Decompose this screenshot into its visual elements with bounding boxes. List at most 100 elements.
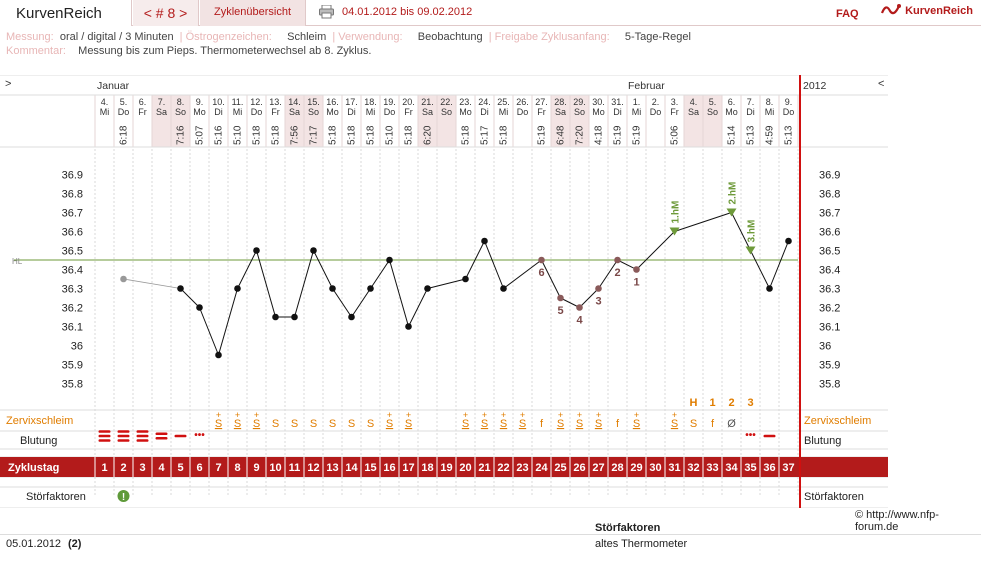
high-measurement-marker (726, 208, 737, 217)
cycleday-number: 3 (139, 462, 145, 474)
y-tick-right: 36 (819, 341, 831, 353)
weekday-label: Do (118, 107, 130, 117)
mucus-plus: + (558, 410, 563, 420)
measure-time: 5:06 (670, 125, 681, 145)
measure-time: 5:13 (746, 125, 757, 145)
measure-time: 6:20 (423, 125, 434, 145)
mucus-symbol: S (329, 418, 336, 430)
measure-time: 6:18 (119, 125, 130, 145)
measure-time: 5:18 (347, 125, 358, 145)
cycleday-number: 33 (706, 462, 718, 474)
temperature-line (199, 307, 219, 356)
mucus-symbol: S (690, 418, 697, 430)
copyright[interactable]: © http://www.nfp-forum.de (855, 509, 939, 533)
cycle-navigation[interactable]: < # 8 > (133, 0, 199, 26)
measure-time: 7:16 (176, 125, 187, 145)
printer-icon[interactable] (319, 4, 334, 19)
temperature-line (598, 259, 618, 289)
weekend-shade (171, 95, 190, 147)
cycleday-number: 36 (763, 462, 775, 474)
weekday-label: Fr (537, 107, 546, 117)
y-tick-right: 35.8 (819, 379, 840, 391)
bleeding-bar (98, 439, 111, 442)
day-number: 21. (421, 97, 434, 107)
y-tick-left: 35.8 (62, 379, 83, 391)
weekday-label: Mo (326, 107, 339, 117)
mucus-plus: + (406, 410, 411, 420)
cycleday-number: 30 (649, 462, 661, 474)
low-point-label: 5 (557, 305, 563, 317)
cycleday-number: 11 (289, 462, 301, 474)
temperature-line (313, 250, 333, 289)
measure-time: 5:18 (328, 125, 339, 145)
temperature-line (465, 240, 485, 280)
cycleday-number: 10 (269, 462, 281, 474)
temperature-point (348, 313, 355, 321)
bleeding-label: Blutung (20, 435, 57, 447)
mucus-plus: + (463, 410, 468, 420)
cycleday-number: 14 (345, 462, 358, 474)
cycleday-number: 13 (326, 462, 338, 474)
y-tick-left: 36.3 (62, 284, 83, 296)
weekday-label: Di (480, 107, 489, 117)
cycleday-number: 27 (592, 462, 604, 474)
cycleday-number: 16 (383, 462, 395, 474)
measure-time: 5:14 (727, 125, 738, 145)
cycleday-number: 19 (440, 462, 452, 474)
mucus-plus: + (216, 410, 221, 420)
temperature-line (370, 259, 390, 289)
weekday-label: Fr (404, 107, 413, 117)
measure-time: 5:10 (233, 125, 244, 145)
cycleday-number: 29 (630, 462, 642, 474)
day-number: 27. (535, 97, 548, 107)
mucus-symbol: S (348, 418, 355, 430)
logo[interactable]: KurvenReich (880, 3, 973, 19)
mucus-label-right: Zervixschleim (804, 415, 871, 427)
cycleday-number: 24 (535, 462, 548, 474)
tab-cycle-overview[interactable]: Zyklenübersicht (200, 0, 306, 26)
faq-link[interactable]: FAQ (836, 8, 859, 20)
day-number: 6. (728, 97, 736, 107)
measure-time: 7:20 (575, 125, 586, 145)
temperature-point (329, 285, 336, 292)
logo-text: KurvenReich (905, 4, 973, 17)
cycleday-number: 34 (725, 462, 738, 474)
y-tick-left: 36 (71, 341, 83, 353)
measure-time: 7:56 (290, 125, 301, 145)
weekday-label: So (574, 107, 585, 117)
weekday-label: Mo (725, 107, 738, 117)
day-number: 7. (747, 97, 755, 107)
day-number: 4. (690, 97, 698, 107)
weekday-label: Di (746, 107, 755, 117)
logo-icon (880, 4, 901, 15)
app-title: KurvenReich (0, 0, 132, 26)
bleeding-spotting: ••• (745, 430, 756, 441)
day-number: 16. (326, 97, 339, 107)
cycleday-number: 18 (421, 462, 433, 474)
weekday-label: Do (650, 107, 662, 117)
cycleday-number: 31 (668, 462, 680, 474)
measure-time: 5:19 (613, 125, 624, 145)
day-number: 30. (592, 97, 605, 107)
y-tick-right: 36.7 (819, 208, 840, 220)
comment-info: Kommentar: Messung bis zum Pieps. Thermo… (6, 45, 372, 57)
month-label: Februar (628, 80, 665, 92)
temperature-line (237, 250, 257, 289)
mucus-label: Zervixschleim (6, 415, 73, 427)
weekday-label: Di (613, 107, 622, 117)
weekday-label: Mo (459, 107, 472, 117)
mucus-symbol: S (215, 418, 222, 430)
measure-time: 5:16 (214, 125, 225, 145)
day-number: 5. (120, 97, 128, 107)
day-number: 20. (402, 97, 415, 107)
factors-title: Störfaktoren (595, 522, 661, 534)
day-number: 6. (139, 97, 147, 107)
temperature-line (351, 288, 371, 318)
weekday-label: Do (384, 107, 396, 117)
y-tick-right: 36.8 (819, 189, 840, 201)
cycleday-number: 2 (120, 462, 126, 474)
y-tick-right: 36.9 (819, 170, 840, 182)
mucus-plus: + (235, 410, 240, 420)
cycleday-number: 25 (554, 462, 566, 474)
weekday-label: Fr (138, 107, 147, 117)
